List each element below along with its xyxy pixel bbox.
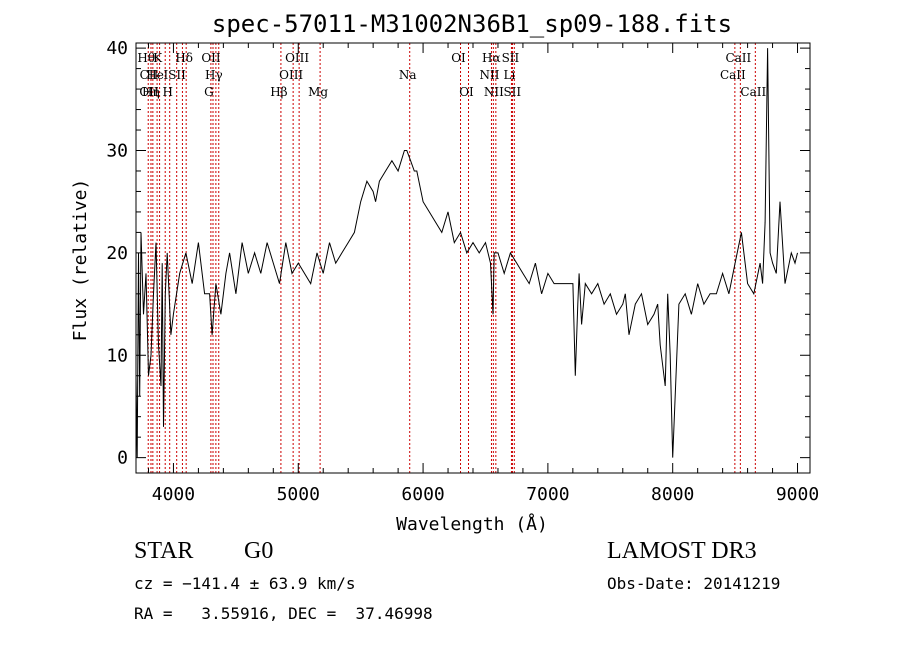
line-marker-label: CaII <box>740 85 766 99</box>
line-marker-label: Li <box>504 68 516 82</box>
obs-date-text: Obs-Date: 20141219 <box>607 574 781 593</box>
line-marker-label: He <box>146 68 164 82</box>
x-tick-label: 9000 <box>776 484 819 505</box>
y-tick-label: 30 <box>106 141 128 162</box>
line-marker-label: Mg <box>308 85 328 99</box>
y-axis-label: Flux (relative) <box>70 179 91 342</box>
object-subclass: G0 <box>244 538 274 564</box>
line-marker-label: OIII <box>285 51 309 65</box>
y-tick-label: 40 <box>106 38 128 59</box>
line-marker-label: Hβ <box>270 85 287 99</box>
line-marker-label: ISII <box>163 68 186 82</box>
coordinates-text: RA = 3.55916, DEC = 37.46998 <box>134 604 433 623</box>
line-marker-label: CaII <box>725 51 751 65</box>
redshift-text: cz = −141.4 ± 63.9 km/s <box>134 574 356 593</box>
line-marker-label: Hγ <box>205 68 223 82</box>
line-marker-label: OI <box>451 51 466 65</box>
x-tick-label: 8000 <box>651 484 694 505</box>
x-tick-label: 5000 <box>277 484 320 505</box>
line-marker-label: Hδ <box>175 51 193 65</box>
x-tick-label: 7000 <box>526 484 569 505</box>
line-marker-label: CaII <box>720 68 746 82</box>
line-marker-label: Hθ <box>137 51 155 65</box>
x-tick-label: 4000 <box>152 484 195 505</box>
line-marker-label: NII <box>484 85 504 99</box>
line-marker-label: Na <box>399 68 417 82</box>
y-tick-label: 10 <box>106 345 128 366</box>
line-marker-label: Hη <box>142 85 160 99</box>
line-marker-label: OII <box>139 85 159 99</box>
line-marker-label: H <box>162 85 172 99</box>
line-marker-label: CII <box>140 68 159 82</box>
line-marker-label: Hα <box>482 51 501 65</box>
line-marker-label: G <box>204 85 214 99</box>
line-marker-label: OIII <box>279 68 303 82</box>
chart-title: spec-57011-M31002N36B1_sp09-188.fits <box>212 10 732 38</box>
line-marker-label: OII <box>201 51 221 65</box>
y-tick-label: 0 <box>117 448 128 469</box>
line-marker-label: K <box>153 51 163 65</box>
x-tick-label: 6000 <box>401 484 444 505</box>
plot-frame <box>135 42 811 474</box>
line-marker-label: OI <box>459 85 474 99</box>
line-markers <box>147 43 756 473</box>
line-marker-label: SII <box>503 85 521 99</box>
line-marker-label: NII <box>479 68 499 82</box>
x-axis-label: Wavelength (Å) <box>396 513 548 535</box>
y-tick-label: 20 <box>106 243 128 264</box>
spectrum-line <box>135 48 798 458</box>
line-marker-labels: HθCIIOIIHηHeKHISIIHδGOIIHγHβOIIIOIIIMgNa… <box>137 51 766 99</box>
x-axis: 4000 5000 6000 7000 8000 9000 <box>147 43 819 505</box>
line-marker-label: SII <box>502 51 520 65</box>
y-axis: 0 10 20 30 40 <box>106 38 810 469</box>
object-class: STAR <box>134 538 194 564</box>
survey-name: LAMOST DR3 <box>607 538 757 564</box>
